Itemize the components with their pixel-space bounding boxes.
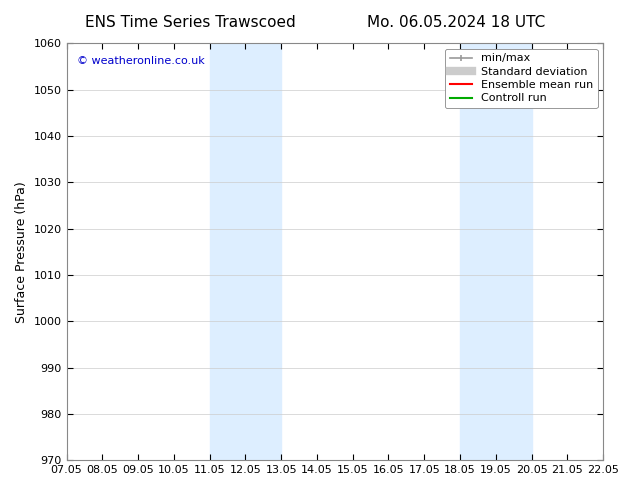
Y-axis label: Surface Pressure (hPa): Surface Pressure (hPa) — [15, 181, 28, 323]
Legend: min/max, Standard deviation, Ensemble mean run, Controll run: min/max, Standard deviation, Ensemble me… — [445, 49, 597, 108]
Bar — [460, 44, 531, 460]
Text: Mo. 06.05.2024 18 UTC: Mo. 06.05.2024 18 UTC — [367, 15, 546, 30]
Text: ENS Time Series Trawscoed: ENS Time Series Trawscoed — [85, 15, 295, 30]
Bar — [210, 44, 281, 460]
Text: © weatheronline.co.uk: © weatheronline.co.uk — [77, 56, 205, 66]
